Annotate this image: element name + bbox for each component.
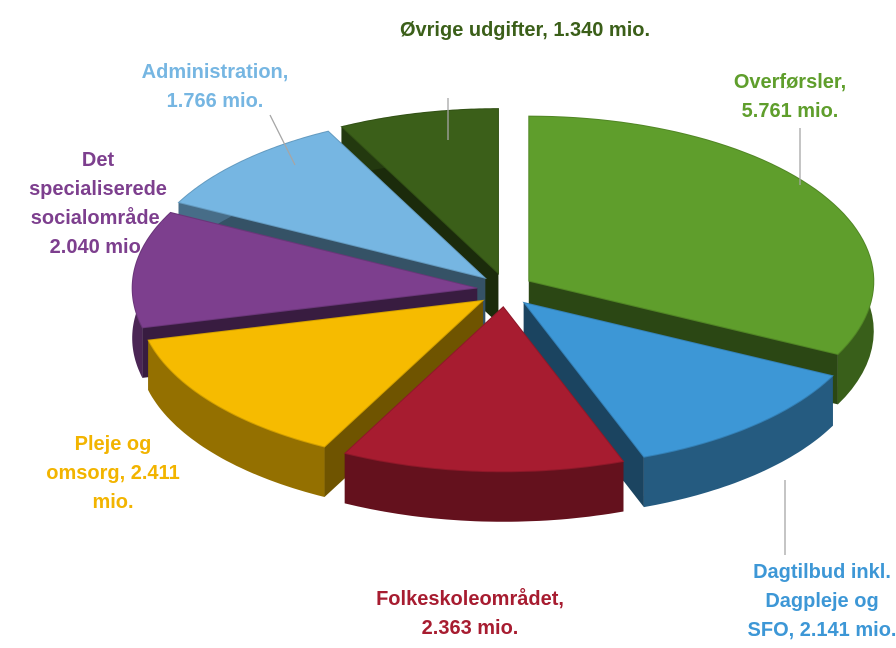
data-label: Pleje og omsorg, 2.411 mio. (46, 433, 180, 513)
slice (340, 108, 499, 275)
slice (147, 299, 485, 448)
slice-side (148, 340, 325, 497)
slice (343, 306, 625, 473)
data-label: Dagtilbud inkl. Dagpleje og SFO, 2.141 m… (747, 561, 896, 641)
slice (131, 211, 478, 329)
data-label: Folkeskoleområdet, 2.363 mio. (376, 588, 564, 639)
leader-line (269, 114, 296, 166)
data-label: Overførsler, 5.761 mio. (733, 71, 847, 122)
slice (528, 115, 875, 355)
data-label: Administration, 1.766 mio. (141, 61, 289, 112)
data-label: Det specialiserede socialområde, 2.040 m… (29, 149, 167, 258)
slice (522, 301, 834, 458)
slice-side (643, 375, 833, 508)
slice (177, 130, 487, 280)
data-label: Øvrige udgifter, 1.340 mio. (399, 19, 651, 41)
